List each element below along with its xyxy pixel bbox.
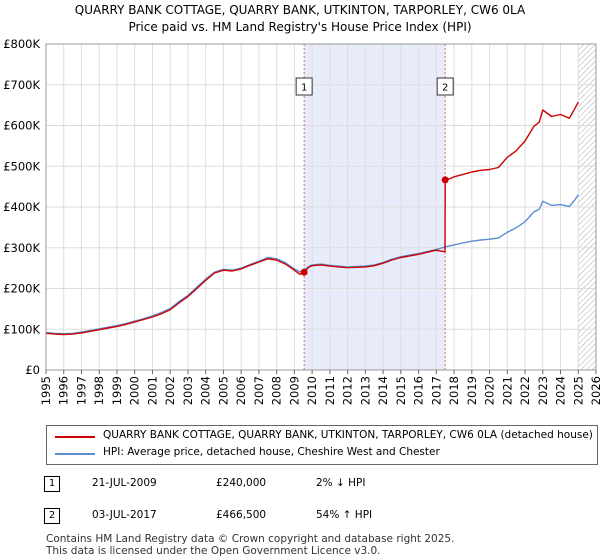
property-price-line <box>46 101 579 336</box>
x-tick-label: 2002 <box>163 376 177 405</box>
legend-swatch-hpi <box>55 453 95 455</box>
x-tick-label: 2001 <box>145 376 159 405</box>
y-tick-label: £0 <box>25 363 40 377</box>
footer-license: This data is licensed under the Open Gov… <box>46 545 381 557</box>
sale-hpi-change: 54% ↑ HPI <box>316 509 373 521</box>
x-tick-label: 2024 <box>554 376 568 405</box>
x-tick-label: 2012 <box>341 376 355 405</box>
x-tick-label: 1997 <box>74 376 88 405</box>
x-tick-label: 1999 <box>110 376 124 405</box>
legend: QUARRY BANK COTTAGE, QUARRY BANK, UTKINT… <box>46 425 598 465</box>
x-tick-label: 2025 <box>571 376 585 405</box>
x-tick-label: 2005 <box>216 376 230 405</box>
plot-border <box>45 43 597 371</box>
y-tick-label: £800K <box>3 37 40 51</box>
y-tick-label: £700K <box>3 78 40 92</box>
x-tick-label: 2023 <box>536 376 550 405</box>
x-tick-label: 2009 <box>287 376 301 405</box>
sale-date: 21-JUL-2009 <box>92 477 157 489</box>
legend-label-property: QUARRY BANK COTTAGE, QUARRY BANK, UTKINT… <box>103 429 593 441</box>
x-tick-label: 2008 <box>270 376 284 405</box>
x-tick-label: 2020 <box>483 376 497 405</box>
x-tick-label: 2021 <box>500 376 514 405</box>
x-tick-label: 2010 <box>305 376 319 405</box>
chart-title: QUARRY BANK COTTAGE, QUARRY BANK, UTKINT… <box>74 3 526 17</box>
legend-label-hpi: HPI: Average price, detached house, Ches… <box>103 446 440 458</box>
price-chart: 1 2 £0 £100K £200K £300K £400K £500K £600K £700K £… <box>3 37 600 405</box>
x-tick-label: 2011 <box>323 376 337 405</box>
x-tick-label: 2004 <box>199 376 213 405</box>
y-tick-label: £600K <box>3 119 40 133</box>
y-tick-label: £200K <box>3 282 40 296</box>
x-tick-label: 2013 <box>358 376 372 405</box>
x-tick-label: 2017 <box>429 376 443 405</box>
footer-copyright: Contains HM Land Registry data © Crown c… <box>46 533 455 545</box>
x-tick-label: 2007 <box>252 376 266 405</box>
x-tick-label: 2026 <box>589 376 600 405</box>
sale-label-box <box>436 77 454 96</box>
sale-hpi-change: 2% ↓ HPI <box>316 477 366 489</box>
sale-marker-badge: 2 <box>44 508 60 524</box>
y-tick-label: £400K <box>3 200 40 214</box>
y-tick-label: £300K <box>3 241 40 255</box>
x-tick-label: 1996 <box>57 376 71 405</box>
sale-date: 03-JUL-2017 <box>92 509 157 521</box>
x-tick-label: 2006 <box>234 376 248 405</box>
x-tick-label: 1995 <box>39 376 53 405</box>
chart-subtitle: Price paid vs. HM Land Registry's House … <box>128 20 472 34</box>
x-tick-label: 2015 <box>394 376 408 405</box>
x-tick-label: 1998 <box>92 376 106 405</box>
y-tick-label: £500K <box>3 159 40 173</box>
x-tick-label: 2000 <box>128 376 142 405</box>
x-tick-label: 2003 <box>181 376 195 405</box>
y-tick-label: £100K <box>3 322 40 336</box>
sale-marker-badge: 1 <box>44 476 60 492</box>
sale-price: £466,500 <box>216 509 267 521</box>
sale-label-box <box>295 77 313 96</box>
sale-point <box>300 268 308 276</box>
sale-label: 2 <box>442 83 448 94</box>
sale-price: £240,000 <box>216 477 267 489</box>
x-tick-label: 2018 <box>447 376 461 405</box>
sale-label: 1 <box>301 83 307 94</box>
legend-swatch-property <box>55 436 95 438</box>
x-tick-label: 2019 <box>465 376 479 405</box>
x-tick-label: 2016 <box>412 376 426 405</box>
hpi-line <box>46 194 579 335</box>
x-tick-label: 2022 <box>518 376 532 405</box>
series-group <box>46 101 579 336</box>
sale-point <box>441 176 449 184</box>
x-tick-label: 2014 <box>376 376 390 405</box>
